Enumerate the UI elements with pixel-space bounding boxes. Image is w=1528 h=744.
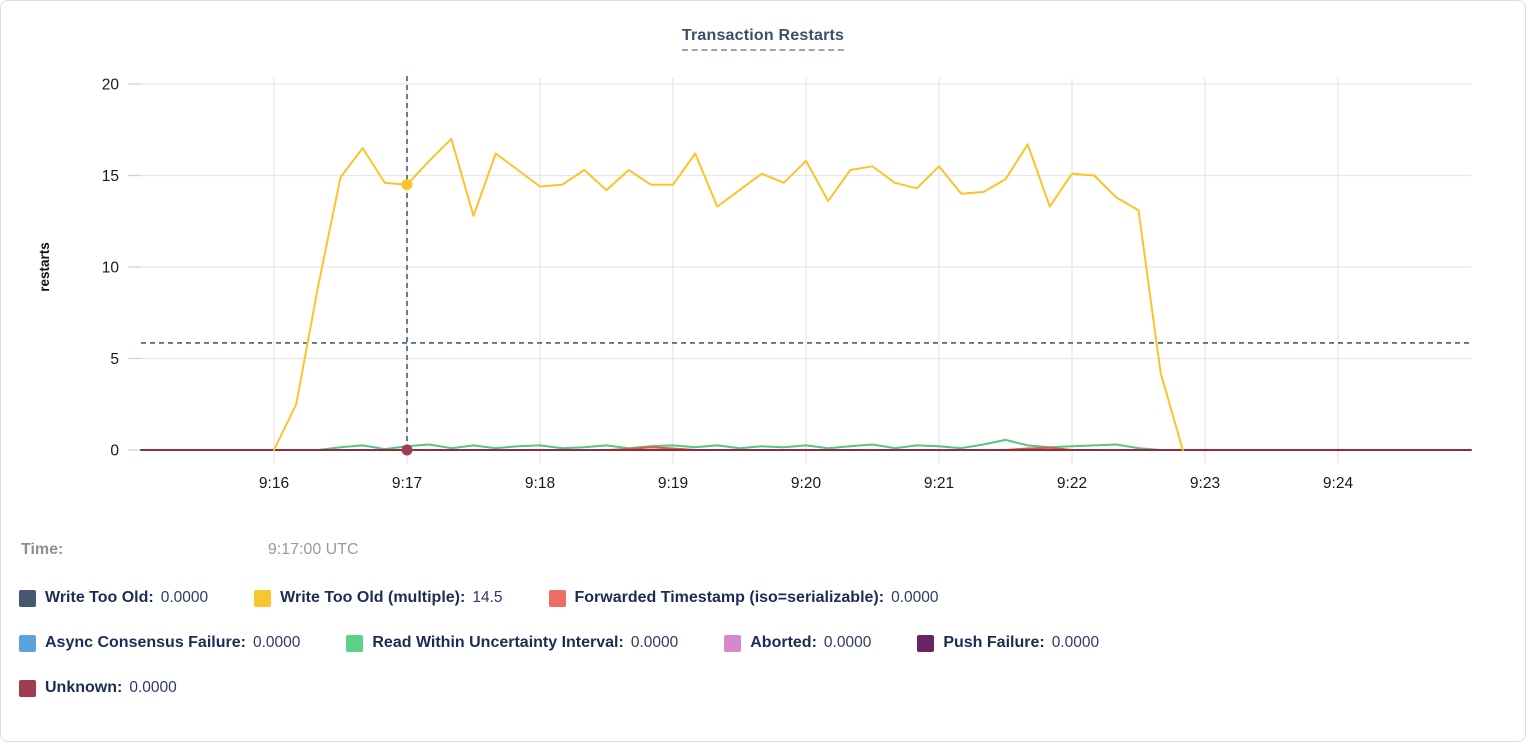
legend-item-aborted: Aborted: 0.0000 <box>724 634 871 652</box>
legend-value: 14.5 <box>472 589 503 606</box>
legend-value: 0.0000 <box>129 679 177 696</box>
unknown-swatch-icon <box>19 679 36 697</box>
legend-item-read-within-uncertainty-interval: Read Within Uncertainty Interval: 0.0000 <box>346 634 678 652</box>
series-line-read-within-uncertainty-interval <box>317 438 1162 451</box>
y-tick-label: 10 <box>102 260 120 277</box>
legend-label: Forwarded Timestamp (iso=serializable): <box>574 589 885 606</box>
y-tick-label: 15 <box>102 168 119 185</box>
write-too-old-swatch-icon <box>19 589 36 607</box>
transaction-restarts-chart[interactable]: 0 5 10 15 20 9:16 9:17 9:18 9:19 9:20 9:21 9:22 9:23… <box>1 1 1528 511</box>
legend-value: 0.0000 <box>1051 634 1100 651</box>
legend-label: Read Within Uncertainty Interval: <box>372 634 624 651</box>
time-label: Time: <box>21 541 64 558</box>
chart-title[interactable]: Transaction Restarts <box>681 27 845 51</box>
series-line-write-too-old-multiple <box>273 137 1184 451</box>
hover-point-unknown <box>401 444 413 456</box>
legend-value: 0.0000 <box>160 589 209 606</box>
legend-value: 0.0000 <box>630 634 679 651</box>
x-tick-label: 9:19 <box>658 475 688 492</box>
legend-label: Unknown: <box>45 679 123 696</box>
x-tick-label: 9:23 <box>1190 475 1220 492</box>
y-axis-label: restarts <box>37 242 52 292</box>
legend-row-1: Write Too Old: 0.0000 Write Too Old (multi… <box>19 589 1514 607</box>
legend-label: Write Too Old: <box>45 589 154 606</box>
hover-point-write-too-old-multiple <box>401 179 413 191</box>
x-tick-label: 9:18 <box>525 475 555 492</box>
async-consensus-failure-swatch-icon <box>19 634 36 652</box>
y-tick-label: 20 <box>102 77 120 94</box>
legend-row-3: Unknown: 0.0000 <box>19 679 1514 697</box>
legend-item-push-failure: Push Failure: 0.0000 <box>917 634 1099 652</box>
legend-label: Async Consensus Failure: <box>45 634 246 651</box>
legend-row-2: Async Consensus Failure: 0.0000 Read Withi… <box>19 634 1514 652</box>
legend-label: Aborted: <box>750 634 817 651</box>
x-tick-label: 9:20 <box>791 475 822 492</box>
time-value: 9:17:00 UTC <box>267 541 359 558</box>
chart-area[interactable]: 0 5 10 15 20 9:16 9:17 9:18 9:19 9:20 9:21 9:22 9:23… <box>1 1 1528 511</box>
legend-item-write-too-old: Write Too Old: 0.0000 <box>19 589 208 607</box>
y-tick-label: 0 <box>110 443 119 460</box>
legend-value: 0.0000 <box>891 589 939 606</box>
x-tick-label: 9:22 <box>1057 475 1087 492</box>
legend-item-forwarded-timestamp: Forwarded Timestamp (iso=serializable): 0… <box>548 589 939 607</box>
x-tick-label: 9:17 <box>392 475 422 492</box>
legend-item-write-too-old-multiple: Write Too Old (multiple): 14.5 <box>254 589 503 607</box>
legend-item-async-consensus-failure: Async Consensus Failure: 0.0000 <box>19 634 300 652</box>
legend-label: Push Failure: <box>943 634 1045 651</box>
legend: Write Too Old: 0.0000 Write Too Old (multi… <box>19 589 1514 724</box>
write-too-old-multiple-swatch-icon <box>254 589 272 607</box>
chart-title-row: Transaction Restarts <box>1 27 1525 51</box>
forwarded-timestamp-swatch-icon <box>548 589 566 607</box>
x-tick-label: 9:16 <box>259 475 289 492</box>
y-tick-label: 5 <box>110 351 119 368</box>
legend-label: Write Too Old (multiple): <box>280 589 466 606</box>
aborted-swatch-icon <box>724 634 742 652</box>
x-tick-label: 9:21 <box>924 475 954 492</box>
read-within-uncertainty-interval-swatch-icon <box>346 634 364 652</box>
legend-value: 0.0000 <box>252 634 301 651</box>
push-failure-swatch-icon <box>917 634 935 652</box>
legend-item-unknown: Unknown: 0.0000 <box>19 679 177 697</box>
legend-value: 0.0000 <box>823 634 872 651</box>
x-tick-label: 9:24 <box>1323 475 1354 492</box>
tooltip-time-row: Time: 9:17:00 UTC <box>21 541 359 559</box>
